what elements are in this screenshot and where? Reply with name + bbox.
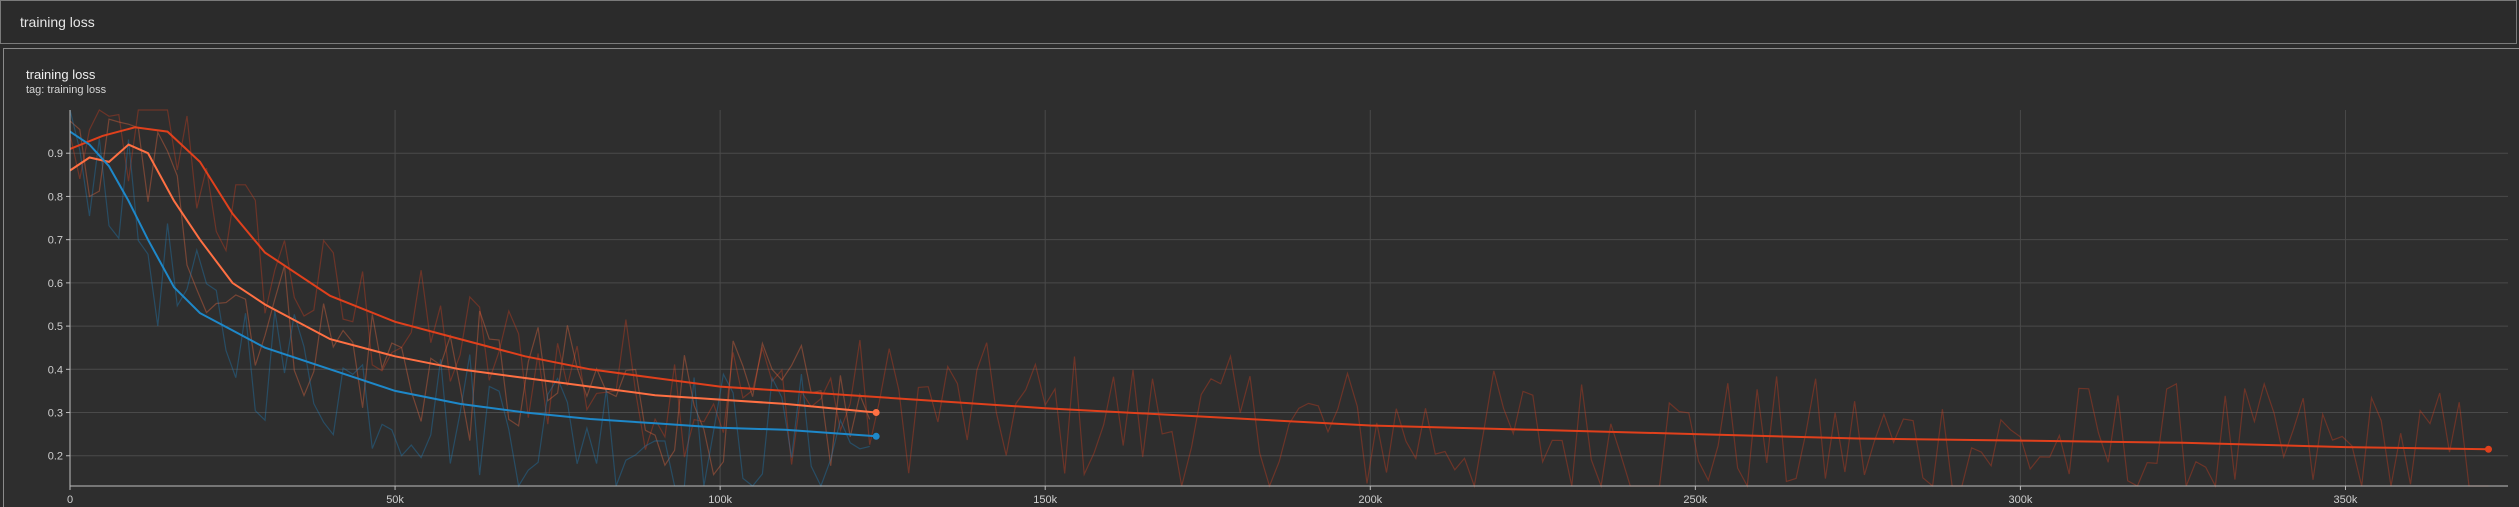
x-tick-label: 0 bbox=[67, 494, 73, 506]
y-tick-label: 0.8 bbox=[48, 191, 63, 203]
y-tick-label: 0.2 bbox=[48, 451, 63, 463]
series-end-point bbox=[2484, 445, 2492, 453]
y-tick-label: 0.7 bbox=[48, 235, 63, 247]
series-end-point bbox=[872, 432, 880, 440]
y-tick-label: 0.4 bbox=[48, 364, 63, 376]
x-tick-label: 100k bbox=[708, 494, 732, 506]
x-tick-label: 200k bbox=[1358, 494, 1382, 506]
y-tick-label: 0.3 bbox=[48, 408, 63, 420]
x-tick-label: 50k bbox=[386, 494, 404, 506]
series-line bbox=[69, 143, 877, 414]
raw-trace bbox=[69, 118, 871, 477]
chart-title: training loss bbox=[26, 67, 96, 82]
y-tick-label: 0.6 bbox=[48, 278, 63, 290]
y-tick-label: 0.9 bbox=[48, 148, 63, 160]
grid-lines bbox=[70, 110, 2508, 486]
x-tick-label: 150k bbox=[1033, 494, 1057, 506]
chart-card: training loss tag: training loss bbox=[3, 48, 2519, 507]
y-tick-label: 0.5 bbox=[48, 321, 63, 333]
series-lines bbox=[69, 126, 2492, 453]
series-line bbox=[69, 126, 2489, 451]
x-tick-label: 300k bbox=[2008, 494, 2032, 506]
raw-trace bbox=[69, 109, 2489, 489]
panel-title: training loss bbox=[20, 14, 95, 30]
panel-header[interactable]: training loss bbox=[0, 0, 2517, 44]
x-tick-label: 250k bbox=[1683, 494, 1707, 506]
tick-labels: 0 50k 100k 150k 200k 250k 300k 350k 0.2 0.3 0.4 0.5… bbox=[48, 148, 2358, 506]
x-tick-label: 350k bbox=[2334, 494, 2358, 506]
series-line bbox=[69, 130, 877, 438]
series-end-point bbox=[872, 409, 880, 417]
raw-trace bbox=[69, 109, 870, 488]
chart-tag: tag: training loss bbox=[26, 84, 107, 96]
raw-noise-traces bbox=[69, 109, 2489, 489]
axes bbox=[66, 110, 2508, 490]
